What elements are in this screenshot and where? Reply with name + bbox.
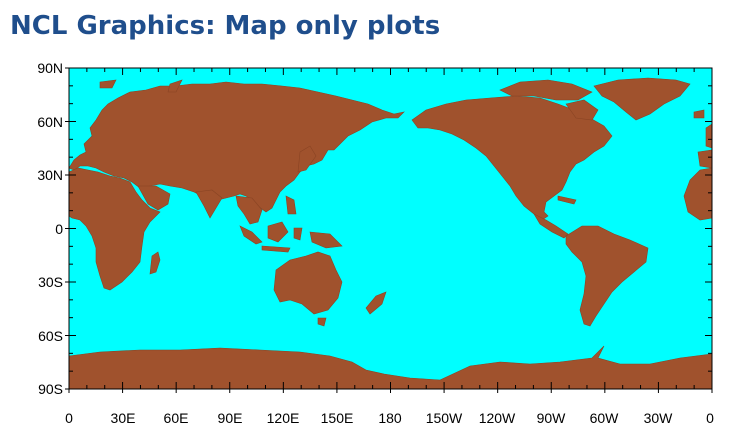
lon-label: 30W [644, 410, 674, 426]
landmass-arctic-archipelago [499, 79, 593, 101]
lon-label: 180 [378, 410, 402, 426]
landmass-indochina [235, 195, 263, 225]
lon-label: 90E [218, 410, 243, 426]
landmass-novaya-zemlya [167, 79, 183, 93]
landmass-borneo [267, 221, 289, 243]
lon-label: 60W [590, 410, 620, 426]
landmass-iceland [693, 109, 705, 119]
lat-label: 0 [55, 221, 63, 237]
landmass-new-zealand [365, 291, 387, 315]
lat-label: 60N [37, 114, 63, 130]
lon-label: 150E [321, 410, 354, 426]
axis-ticks [65, 67, 713, 393]
landmass-sulawesi [293, 227, 303, 241]
landmass-sumatra [239, 225, 263, 245]
lon-label: 30E [111, 410, 136, 426]
page-title: NCL Graphics: Map only plots [10, 11, 441, 41]
landmass-europe-west [697, 149, 713, 169]
landmass-north-america [411, 95, 613, 221]
landmass-tasmania [317, 317, 327, 327]
lon-label: 90W [537, 410, 567, 426]
lat-label: 90N [37, 60, 63, 76]
landmass-british-isles [705, 123, 713, 149]
landmass-new-guinea [309, 231, 343, 249]
landmass-africa-west-wrap [683, 167, 713, 221]
lat-label: 60S [38, 328, 63, 344]
lat-label: 30S [38, 274, 63, 290]
lon-label: 0 [706, 410, 714, 426]
landmass-baffin [565, 99, 599, 121]
landmass-antarctica [68, 345, 713, 390]
landmass-eurasia [68, 81, 405, 213]
landmass-svalbard [99, 79, 117, 89]
landmass-arabia [137, 185, 171, 211]
landmass-japan [297, 145, 317, 173]
lon-label: 0 [65, 410, 73, 426]
landmass-cuba [557, 195, 577, 205]
landmass-madagascar [149, 251, 161, 275]
landmass-java [261, 245, 291, 253]
landmass-india [195, 189, 223, 219]
landmass-australia [273, 251, 343, 315]
lon-label: 150W [426, 410, 463, 426]
lat-label: 90S [38, 381, 63, 397]
landmass-greenland [593, 77, 691, 121]
longitude-labels: 0 30E 60E 90E 120E 150E 180 150W 120W 90… [65, 410, 714, 426]
lat-label: 30N [37, 167, 63, 183]
landmass-south-america [565, 225, 649, 327]
lon-label: 120E [267, 410, 300, 426]
landmass-africa [68, 167, 161, 291]
lon-label: 120W [479, 410, 516, 426]
latitude-labels: 90N 60N 30N 0 30S 60S 90S [37, 60, 63, 397]
land-masses [68, 77, 713, 390]
landmass-philippines [285, 195, 297, 215]
lon-label: 60E [164, 410, 189, 426]
